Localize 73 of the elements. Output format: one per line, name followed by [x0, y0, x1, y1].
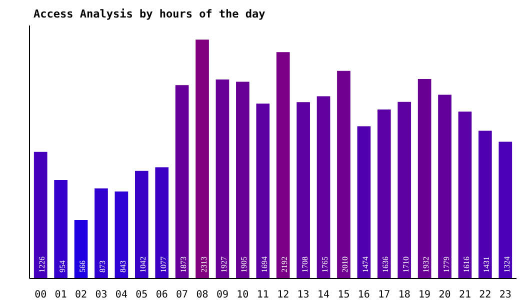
x-tick-label: 12 — [277, 290, 290, 300]
x-tick-label: 23 — [499, 290, 512, 300]
x-tick-label: 09 — [216, 290, 229, 300]
data-label: 1077 — [158, 256, 168, 272]
x-tick-label: 10 — [236, 290, 249, 300]
bar — [276, 52, 290, 278]
x-tick-label: 04 — [115, 290, 128, 300]
x-tick-label: 01 — [54, 290, 67, 300]
bar — [398, 102, 412, 278]
data-label: 1765 — [320, 256, 330, 272]
data-label: 1905 — [240, 256, 249, 272]
x-tick-label: 15 — [338, 290, 350, 300]
x-tick-label: 22 — [479, 290, 492, 300]
x-tick-label: 20 — [438, 290, 451, 300]
data-label: 1226 — [38, 256, 47, 272]
bar — [418, 78, 432, 278]
data-label: 1927 — [219, 256, 228, 272]
x-tick-label: 02 — [75, 290, 88, 300]
x-tick-label: 13 — [297, 290, 310, 300]
data-label: 1616 — [462, 256, 471, 272]
x-tick-label: 14 — [318, 290, 330, 300]
data-label: 1431 — [482, 256, 492, 272]
data-label: 1474 — [360, 256, 370, 272]
bar — [175, 85, 189, 278]
x-tick-label: 03 — [95, 290, 108, 300]
bar — [256, 104, 270, 278]
data-label: 873 — [98, 260, 108, 272]
data-label: 1932 — [422, 256, 431, 272]
bar — [337, 70, 350, 278]
data-label: 1873 — [179, 256, 188, 272]
x-tick-label: 16 — [358, 290, 370, 300]
bar — [478, 130, 492, 278]
bar — [357, 126, 371, 278]
bar — [114, 191, 128, 278]
data-label: 954 — [58, 260, 67, 272]
data-label: 1636 — [381, 256, 390, 272]
chart-title: Access Analysis by hours of the day — [34, 8, 266, 20]
x-tick-label: 17 — [378, 290, 390, 300]
x-tick-label: 08 — [196, 290, 208, 300]
bar — [94, 188, 108, 278]
data-label: 566 — [78, 260, 88, 272]
bar — [74, 220, 88, 278]
bar — [196, 40, 209, 278]
x-tick-label: 18 — [398, 290, 410, 300]
data-label: 843 — [118, 260, 128, 272]
x-tick-label: 07 — [176, 290, 188, 300]
bar — [216, 80, 230, 278]
x-tick-label: 11 — [256, 290, 269, 300]
data-label: 1042 — [138, 256, 148, 272]
x-tick-label: 06 — [156, 290, 168, 300]
bar — [458, 112, 472, 278]
data-label: 1779 — [442, 256, 451, 272]
bar — [316, 96, 330, 278]
bar — [134, 170, 148, 278]
data-label: 2010 — [340, 256, 350, 272]
bar — [438, 94, 452, 278]
data-label: 1324 — [502, 256, 512, 272]
bar — [155, 167, 169, 278]
bar — [34, 152, 48, 278]
bar — [54, 180, 68, 278]
bar — [377, 110, 391, 278]
data-label: 1710 — [401, 256, 410, 272]
data-label: 2192 — [280, 256, 290, 272]
bar — [498, 142, 512, 278]
x-tick-label: 05 — [136, 290, 148, 300]
data-label: 1708 — [300, 256, 310, 272]
x-tick-label: 19 — [418, 290, 431, 300]
bar — [236, 82, 250, 278]
data-label: 2313 — [199, 256, 208, 272]
x-tick-label: 00 — [34, 290, 47, 300]
x-tick-label: 21 — [458, 290, 471, 300]
bar — [296, 102, 310, 278]
data-label: 1694 — [260, 256, 269, 272]
